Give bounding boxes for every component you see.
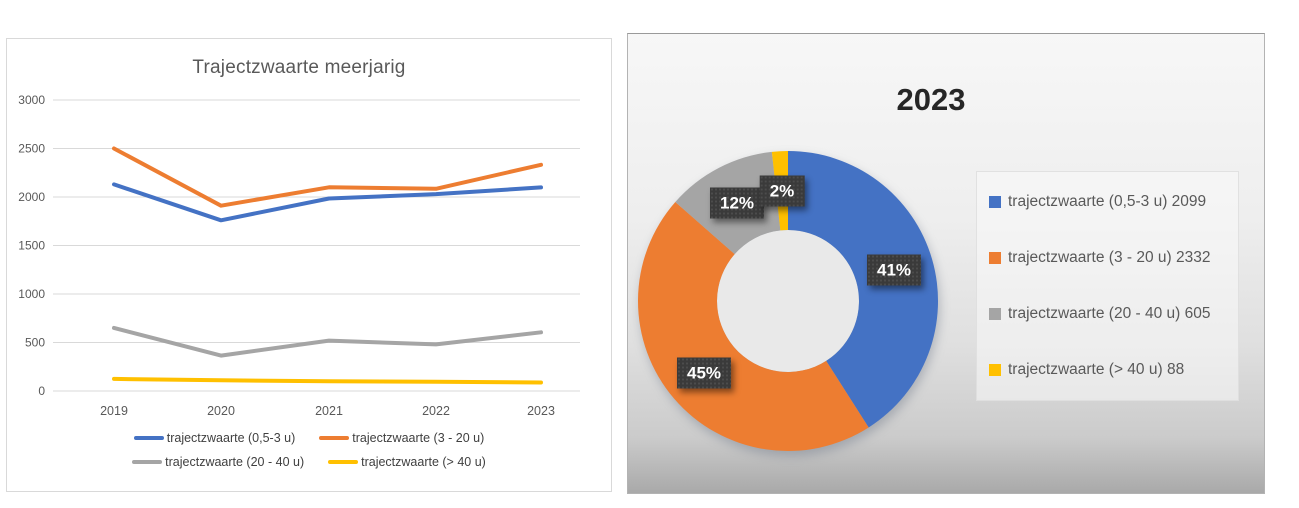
percent-label: 12% [709, 187, 765, 219]
line-series-0 [112, 182, 543, 223]
percent-label: 41% [866, 254, 922, 286]
legend-label: trajectzwaarte (0,5-3 u) 2099 [1008, 193, 1207, 210]
y-axis-tick-label: 2000 [18, 190, 45, 204]
legend-label: trajectzwaarte (3 - 20 u) 2332 [1008, 249, 1211, 266]
line-series-2 [112, 325, 543, 358]
donut-chart-plot [637, 151, 939, 452]
legend-item: trajectzwaarte (3 - 20 u) [319, 431, 484, 445]
x-axis-tick-label: 2022 [422, 404, 450, 418]
y-axis-tick-label: 500 [25, 336, 45, 350]
percent-label: 45% [676, 357, 732, 389]
x-axis-tick-label: 2023 [527, 404, 555, 418]
legend-swatch [328, 460, 359, 464]
x-axis-tick-label: 2019 [100, 404, 128, 418]
legend-label: trajectzwaarte (> 40 u) [361, 455, 486, 469]
donut-hole [717, 230, 859, 372]
line-series-1 [112, 146, 543, 208]
y-axis-tick-label: 2500 [18, 142, 45, 156]
y-axis-tick-label: 1500 [18, 239, 45, 253]
x-axis-tick-label: 2020 [207, 404, 235, 418]
y-axis-tick-label: 3000 [18, 93, 45, 107]
legend-label: trajectzwaarte (3 - 20 u) [352, 431, 485, 445]
donut-chart-legend: trajectzwaarte (0,5-3 u) 2099 trajectzwaa… [976, 171, 1239, 401]
percent-label: 2% [759, 175, 805, 207]
line-chart-title: Trajectzwaarte meerjarig [192, 57, 406, 78]
donut-slice-1 [637, 201, 869, 452]
y-axis-tick-label: 0 [38, 384, 45, 398]
legend-item: trajectzwaarte (> 40 u) [328, 455, 486, 469]
legend-swatch [989, 196, 1001, 208]
donut-slice-0 [788, 151, 939, 428]
legend-label: trajectzwaarte (> 40 u) 88 [1008, 361, 1185, 378]
line-chart-plot: 0 500 1000 1500 2000 2500 3000 2019 2020 2021 2022… [18, 93, 580, 418]
legend-swatch [133, 436, 164, 440]
y-axis-tick-label: 1000 [18, 287, 45, 301]
legend-item: trajectzwaarte (20 - 40 u) 605 [989, 305, 1238, 323]
legend-swatch [319, 436, 350, 440]
legend-item: trajectzwaarte (20 - 40 u) [132, 455, 304, 469]
legend-item: trajectzwaarte (0,5-3 u) 2099 [989, 193, 1238, 211]
legend-swatch [989, 364, 1001, 376]
legend-swatch [132, 460, 163, 464]
line-series-3 [112, 376, 543, 385]
legend-item: trajectzwaarte (> 40 u) 88 [989, 361, 1238, 379]
legend-label: trajectzwaarte (0,5-3 u) [166, 431, 296, 445]
legend-swatch [989, 252, 1001, 264]
x-axis-tick-label: 2021 [315, 404, 343, 418]
legend-row: trajectzwaarte (20 - 40 u) trajectzwaarte… [132, 455, 486, 469]
line-chart-legend: trajectzwaarte (0,5-3 u) trajectzwaarte (… [7, 431, 611, 469]
legend-item: trajectzwaarte (0,5-3 u) [133, 431, 296, 445]
legend-label: trajectzwaarte (20 - 40 u) [165, 455, 305, 469]
legend-label: trajectzwaarte (20 - 40 u) 605 [1008, 305, 1211, 322]
legend-swatch [989, 308, 1001, 320]
donut-label-overlay: 41% 45% 12% 2% [628, 34, 1266, 495]
line-chart-panel: Trajectzwaarte meerjarig 0 500 1000 1500 200… [6, 38, 612, 492]
donut-chart-panel: 2023 41% 45% 12% 2% trajectzwaarte (0,5-3 u… [627, 33, 1265, 494]
donut-chart-title: 2023 [896, 82, 966, 117]
legend-row: trajectzwaarte (0,5-3 u) trajectzwaarte (… [133, 431, 484, 445]
legend-item: trajectzwaarte (3 - 20 u) 2332 [989, 249, 1238, 267]
